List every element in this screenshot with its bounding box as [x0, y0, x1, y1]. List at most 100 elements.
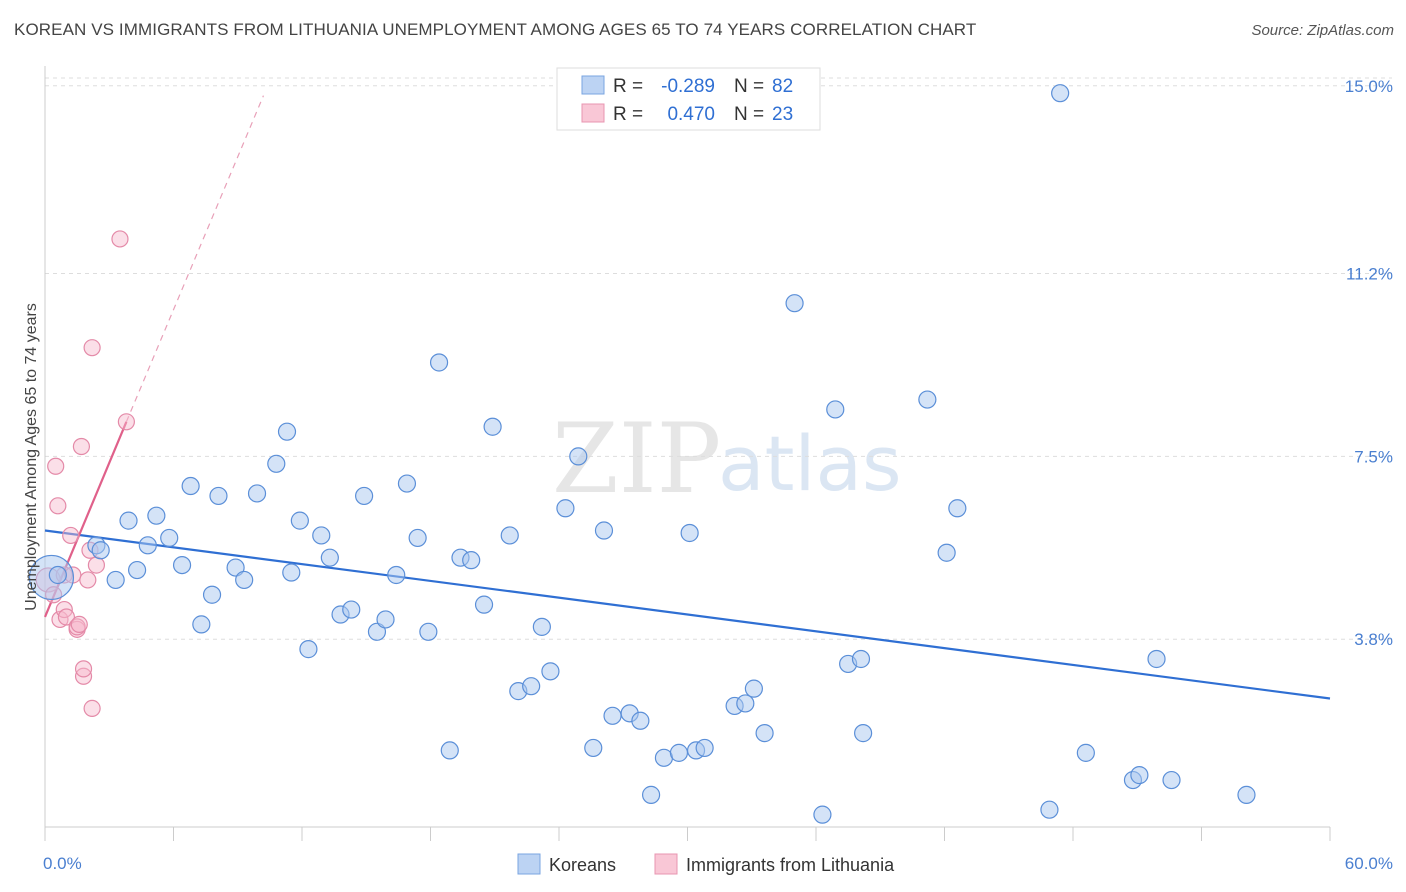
- watermark-atlas: atlas: [718, 419, 902, 508]
- korean-point: [48, 565, 67, 585]
- korean-point: [247, 484, 267, 503]
- korean-point: [937, 543, 956, 562]
- korean-point: [854, 724, 873, 743]
- korean-point: [1076, 743, 1095, 762]
- y-tick-label: 11.2%: [1346, 265, 1393, 284]
- lithuania-trend-extension: [125, 95, 265, 423]
- korean-point: [462, 551, 481, 570]
- korean-point: [367, 622, 387, 641]
- legend-swatch-koreans: [581, 75, 605, 95]
- korean-point: [500, 526, 519, 545]
- korean-point: [522, 677, 541, 696]
- lithuania-point: [57, 608, 76, 626]
- korean-points: [28, 84, 1256, 824]
- korean-point: [342, 600, 361, 619]
- lithuania-point: [49, 497, 67, 515]
- lithuania-point: [72, 437, 91, 456]
- korean-point: [785, 294, 804, 313]
- korean-point: [91, 541, 110, 560]
- korean-point: [641, 785, 661, 804]
- korean-point: [387, 565, 406, 585]
- bottom-legend-swatch-koreans: [517, 853, 541, 875]
- gridlines: [45, 77, 1392, 640]
- korean-point: [172, 555, 192, 575]
- y-tick-label: 3.8%: [1354, 630, 1393, 649]
- korean-point: [755, 724, 774, 743]
- tick-labels: 3.8% 7.5% 11.2% 15.0% 0.0% 60.0%: [43, 77, 1393, 873]
- lithuania-point: [79, 571, 97, 589]
- lithuania-point: [47, 457, 65, 475]
- bottom-legend-lithuania: Immigrants from Lithuania: [686, 855, 895, 875]
- bottom-legend-koreans: Koreans: [549, 855, 616, 875]
- lithuania-point: [117, 413, 135, 431]
- korean-point: [736, 694, 755, 713]
- korean-point: [594, 521, 614, 540]
- legend-r-value-1: -0.289: [661, 76, 715, 97]
- korean-point: [826, 400, 845, 419]
- y-tick-label: 7.5%: [1354, 447, 1393, 466]
- korean-point: [1237, 785, 1256, 804]
- x-tick-label-min: 0.0%: [43, 854, 82, 873]
- korean-point: [419, 622, 438, 641]
- korean-point: [680, 523, 699, 543]
- korean-point: [541, 662, 560, 681]
- korean-point: [160, 528, 179, 548]
- korean-point: [948, 499, 967, 518]
- legend-n-label-1: N =: [734, 76, 764, 97]
- legend-n-value-1: 82: [772, 76, 793, 97]
- korean-point: [299, 640, 318, 659]
- korean-point: [851, 649, 871, 669]
- lithuania-point: [68, 618, 86, 636]
- korean-point: [532, 617, 551, 636]
- trend-lines: [43, 95, 1331, 700]
- legend-r-label-1: R =: [613, 76, 643, 97]
- legend-r-label-2: R =: [613, 104, 643, 125]
- lithuania-point: [111, 230, 129, 248]
- korean-point: [147, 506, 166, 525]
- korean-point: [119, 511, 138, 530]
- legend-n-value-2: 23: [772, 104, 793, 125]
- korean-point: [918, 390, 937, 409]
- korean-point: [603, 706, 622, 725]
- korean-point: [290, 511, 309, 530]
- y-axis-label: Unemployment Among Ages 65 to 74 years: [23, 303, 40, 611]
- korean-point: [695, 738, 714, 758]
- korean-point: [376, 610, 395, 629]
- y-tick-label: 15.0%: [1345, 77, 1393, 96]
- source-label: Source: ZipAtlas.com: [1251, 22, 1394, 39]
- korean-point: [277, 422, 297, 441]
- korean-point: [235, 570, 254, 590]
- lithuania-point: [74, 660, 93, 678]
- korean-point: [744, 679, 763, 698]
- korean-point: [106, 570, 125, 590]
- korean-point: [209, 486, 228, 506]
- legend-r-value-2: 0.470: [667, 104, 715, 125]
- korean-point: [397, 474, 417, 493]
- korean-point: [1147, 649, 1166, 669]
- korean-point: [669, 743, 689, 762]
- korean-point: [1162, 770, 1181, 790]
- korean-point: [355, 486, 374, 506]
- lithuania-point: [83, 699, 101, 718]
- korean-point: [1051, 84, 1070, 103]
- korean-point: [192, 615, 211, 634]
- korean-point: [202, 585, 222, 604]
- lithuania-points: [35, 230, 135, 718]
- korean-point: [813, 805, 832, 824]
- chart-title: KOREAN VS IMMIGRANTS FROM LITHUANIA UNEM…: [14, 20, 977, 39]
- legend-n-label-2: N =: [734, 104, 764, 125]
- lithuania-point: [87, 556, 106, 574]
- lithuania-point: [70, 615, 88, 633]
- korean-point: [312, 526, 331, 545]
- korean-point: [226, 558, 245, 577]
- korean-point: [282, 563, 301, 582]
- korean-point: [584, 738, 603, 758]
- legend-swatch-lithuania: [581, 103, 605, 123]
- koreans-trend-line: [44, 529, 1331, 700]
- korean-point: [408, 528, 427, 548]
- bottom-legend-swatch-lithuania: [654, 853, 678, 875]
- lithuania-point: [83, 339, 101, 357]
- korean-point: [556, 499, 575, 518]
- korean-point: [429, 353, 449, 372]
